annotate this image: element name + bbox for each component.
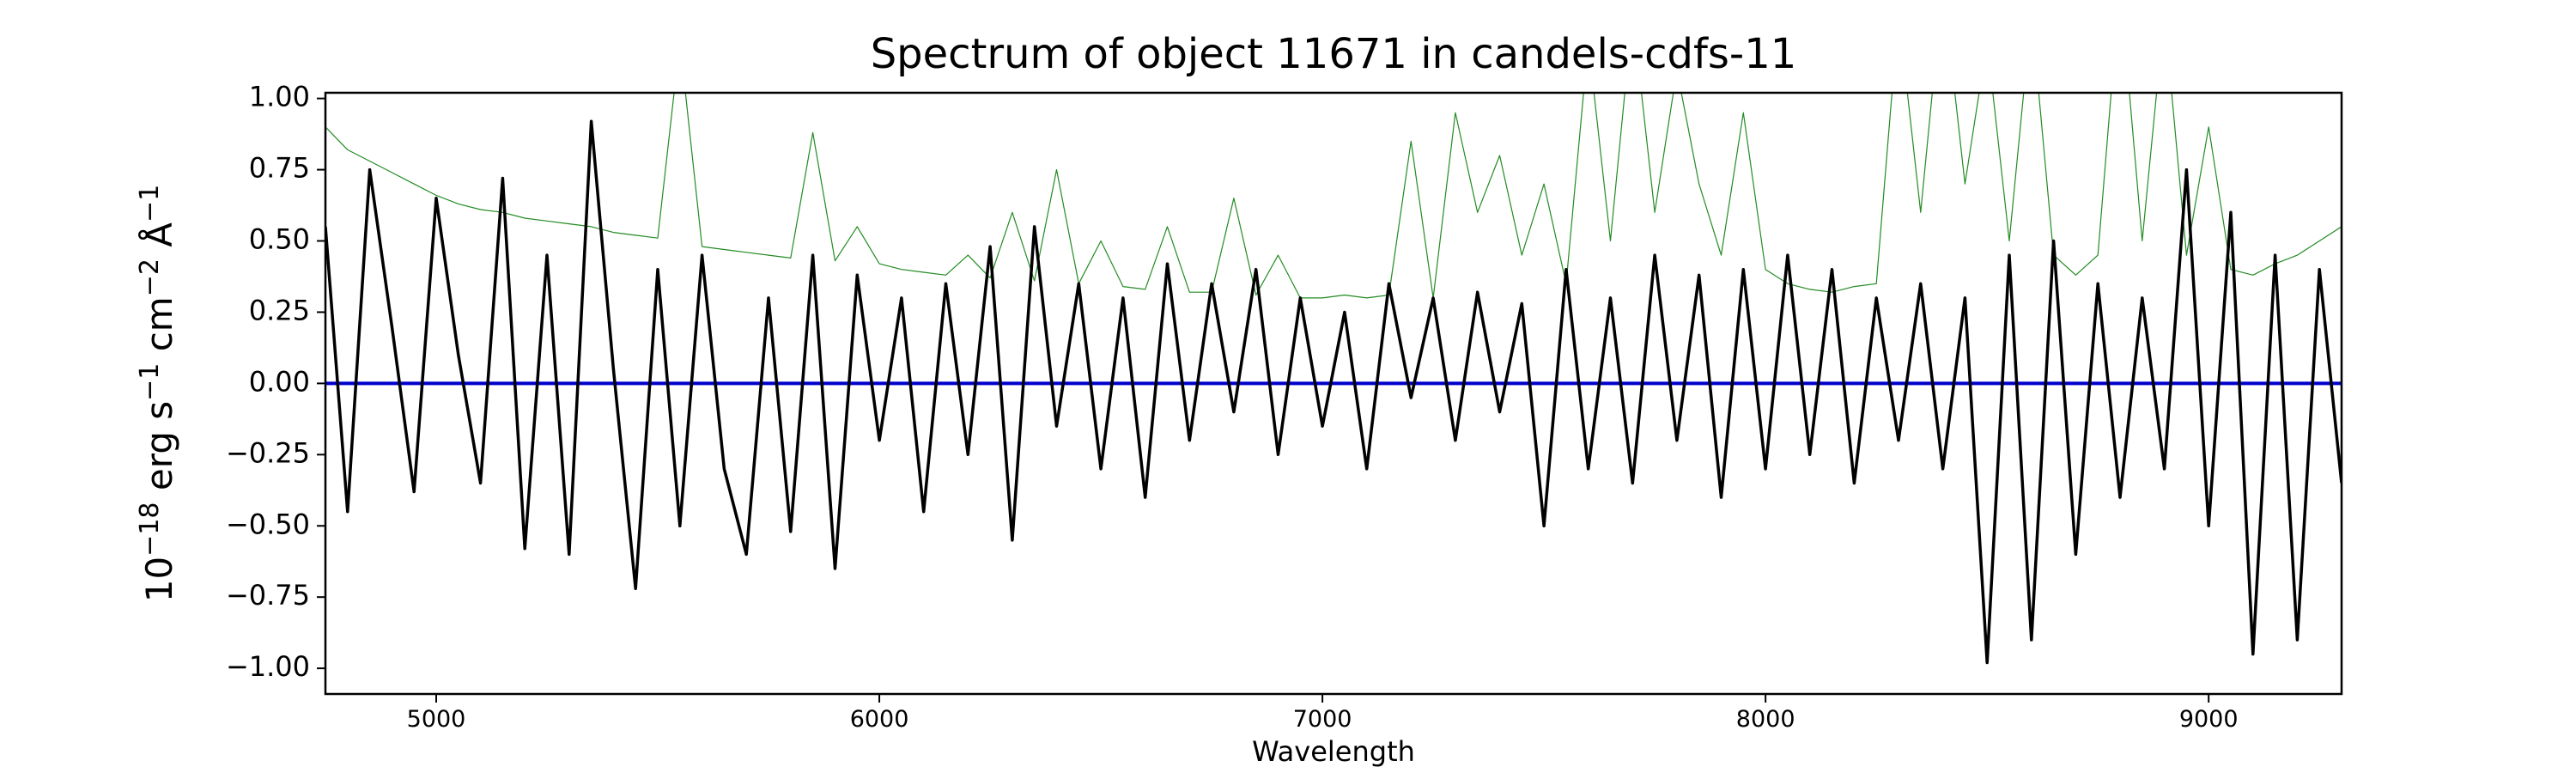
axes-frame — [324, 91, 2343, 696]
y-label-superscript: −2 — [135, 259, 165, 296]
y-tick-label: 1.00 — [249, 81, 310, 113]
x-tick-label: 7000 — [1293, 706, 1352, 733]
y-tick-label: 0.25 — [249, 294, 310, 326]
plot-area — [325, 93, 2342, 665]
x-tick-label: 6000 — [850, 706, 909, 733]
x-tick-label: 5000 — [407, 706, 466, 733]
y-label-text: erg s — [138, 401, 180, 502]
y-tick-label: 0.50 — [249, 223, 310, 256]
y-label-text: Å — [137, 222, 180, 259]
chart-title: Spectrum of object 11671 in candels-cdfs… — [871, 30, 1797, 78]
spectrum-line — [325, 93, 2342, 299]
y-label-superscript: −18 — [135, 502, 165, 557]
x-tick-label: 8000 — [1736, 706, 1795, 733]
y-axis-label: 10−18 erg s−1 cm−2 Å−1 — [135, 185, 180, 603]
y-label-superscript: −1 — [135, 363, 165, 401]
x-tick-label: 9000 — [2179, 706, 2239, 733]
y-tick-label: 0.00 — [249, 365, 310, 398]
spectrum-line — [325, 119, 2342, 665]
y-tick-label: 0.75 — [249, 152, 310, 185]
y-tick-label: −0.75 — [226, 579, 310, 612]
x-axis-label: Wavelength — [1252, 735, 1415, 768]
y-label-text: 10 — [138, 557, 180, 602]
y-label-text: cm — [138, 296, 180, 362]
y-label-superscript: −1 — [135, 185, 165, 222]
y-tick-label: −1.00 — [226, 650, 310, 683]
y-tick-label: −0.50 — [226, 508, 310, 540]
y-tick-label: −0.25 — [226, 436, 310, 469]
